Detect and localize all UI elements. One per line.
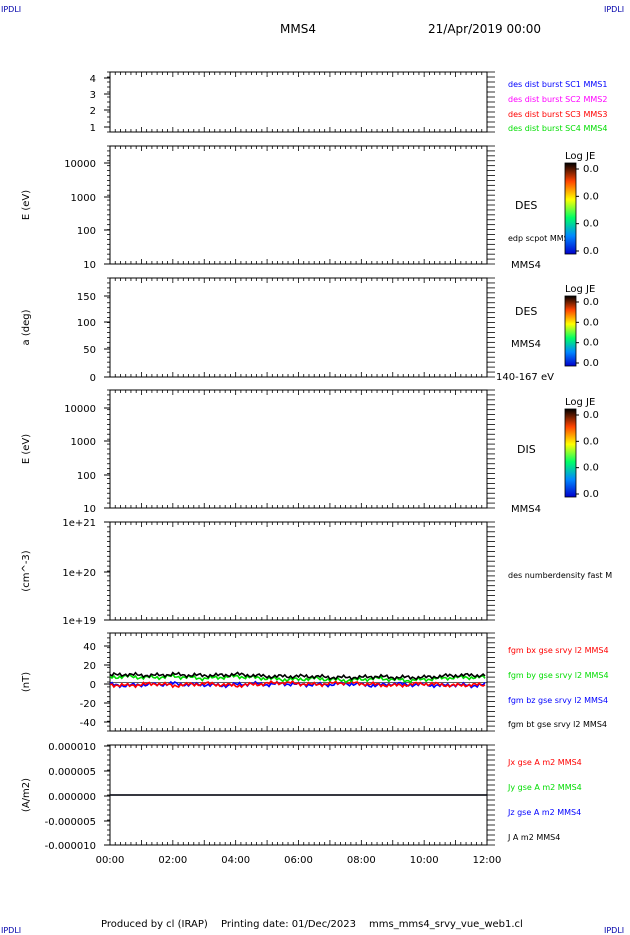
y-axis-label: (A/m2) (21, 778, 32, 812)
y-tick-label: 1 (90, 123, 96, 134)
y-axis-label: (cm^-3) (21, 550, 32, 591)
legend-item: fgm bt gse srvy l2 MMS4 (508, 720, 607, 729)
y-tick-label: 40 (83, 642, 96, 653)
legend-item: des numberdensity fast M (508, 571, 612, 580)
footer-filename: mms_mms4_srvy_vue_web1.cl (369, 919, 523, 930)
colorbar-tick-label: 0.0 (583, 191, 599, 202)
panel-frame (109, 389, 488, 509)
footer-printing-date: Printing date: 01/Dec/2023 (221, 919, 357, 930)
colorbar-tick-label: 0.0 (583, 358, 599, 369)
y-axis-label: E (eV) (21, 434, 32, 464)
legend-item: des dist burst SC4 MMS4 (508, 124, 607, 133)
y-tick-label: 1e+19 (62, 616, 96, 627)
y-tick-label: 10 (83, 504, 96, 515)
y-tick-label: 4 (90, 74, 96, 85)
panel-frame (109, 145, 488, 265)
x-tick-label: 12:00 (473, 855, 502, 866)
y-tick-label: 3 (90, 90, 96, 101)
colorbar-tick-label: 0.0 (583, 489, 599, 500)
y-tick-label: 0 (90, 373, 96, 384)
legend-item: Jz gse A m2 MMS4 (507, 808, 581, 817)
x-tick-label: 08:00 (347, 855, 376, 866)
legend-item: J A m2 MMS4 (507, 833, 560, 842)
series-line (109, 671, 486, 681)
series-line (109, 679, 486, 689)
legend-item: fgm by gse srvy l2 MMS4 (508, 671, 609, 680)
colorbar-tick-label: 0.0 (583, 410, 599, 421)
corner-mark-bottom-left: IPDLI (1, 926, 22, 935)
colorbar-title: Log JE (565, 397, 595, 408)
corner-mark-top-right: IPDLI (604, 5, 625, 14)
panel-side-label: MMS4 (511, 339, 541, 350)
colorbar (564, 162, 577, 255)
y-tick-label: -40 (80, 718, 96, 729)
y-tick-label: 100 (77, 471, 96, 482)
y-tick-label: 100 (77, 226, 96, 237)
legend-item: des dist burst SC1 MMS1 (508, 80, 607, 89)
colorbar-tick-label: 0.0 (583, 164, 599, 175)
corner-mark-top-left: IPDLI (1, 5, 22, 14)
panel-frame (109, 521, 488, 621)
x-tick-label: 02:00 (158, 855, 187, 866)
panel-side-label: MMS4 (511, 260, 541, 271)
legend-item: fgm bz gse srvy l2 MMS4 (508, 696, 608, 705)
colorbar-title: Log JE (565, 151, 595, 162)
y-axis-label: (nT) (21, 672, 32, 692)
corner-mark-bottom-right: IPDLI (604, 926, 625, 935)
colorbar-tick-label: 0.0 (583, 246, 599, 257)
x-tick-label: 06:00 (284, 855, 313, 866)
y-tick-label: 0.000010 (48, 742, 96, 753)
series-line (109, 673, 486, 684)
datetime-title: 21/Apr/2019 00:00 (428, 22, 542, 36)
y-tick-label: 50 (83, 345, 96, 356)
colorbar-tick-label: 0.0 (583, 297, 599, 308)
legend-item: des dist burst SC3 MMS3 (508, 110, 607, 119)
y-tick-label: -0.000010 (45, 841, 96, 852)
colorbar (564, 408, 577, 498)
legend-item: fgm bx gse srvy l2 MMS4 (508, 646, 609, 655)
y-tick-label: -0.000005 (45, 817, 96, 828)
y-tick-label: 10 (83, 260, 96, 271)
y-tick-label: 10000 (64, 159, 96, 170)
y-axis-label: a (deg) (21, 309, 32, 345)
y-tick-label: 150 (77, 292, 96, 303)
panel-side-label: 140-167 eV (496, 372, 554, 383)
y-axis-label: E (eV) (21, 190, 32, 220)
legend-item: Jx gse A m2 MMS4 (507, 758, 582, 767)
y-tick-label: 1e+21 (62, 518, 96, 529)
y-tick-label: 20 (83, 661, 96, 672)
x-tick-label: 00:00 (96, 855, 125, 866)
panel-side-label: DIS (517, 443, 536, 456)
y-tick-label: 0 (90, 680, 96, 691)
y-tick-label: 0.000000 (48, 792, 96, 803)
y-tick-label: -20 (80, 699, 96, 710)
colorbar-tick-label: 0.0 (583, 436, 599, 447)
y-tick-label: 1e+20 (62, 568, 96, 579)
y-tick-label: 2 (90, 106, 96, 117)
colorbar-tick-label: 0.0 (583, 463, 599, 474)
y-tick-label: 1000 (71, 437, 96, 448)
panel-frame (109, 71, 488, 133)
y-tick-label: 0.000005 (48, 767, 96, 778)
footer-produced-by: Produced by cl (IRAP) (101, 919, 208, 930)
panel-side-label: edp scpot MMS4 (508, 234, 574, 243)
spacecraft-title: MMS4 (280, 22, 316, 36)
y-tick-label: 10000 (64, 404, 96, 415)
colorbar-tick-label: 0.0 (583, 219, 599, 230)
y-tick-label: 1000 (71, 193, 96, 204)
legend-item: Jy gse A m2 MMS4 (507, 783, 582, 792)
legend-item: des dist burst SC2 MMS2 (508, 95, 607, 104)
colorbar (564, 295, 577, 367)
x-tick-label: 10:00 (410, 855, 439, 866)
panel-frame (109, 277, 488, 378)
colorbar-tick-label: 0.0 (583, 317, 599, 328)
panel-side-label: MMS4 (511, 504, 541, 515)
colorbar-title: Log JE (565, 284, 595, 295)
colorbar-tick-label: 0.0 (583, 338, 599, 349)
y-tick-label: 100 (77, 318, 96, 329)
panel-side-label: DES (515, 305, 537, 318)
panel-side-label: DES (515, 199, 537, 212)
x-tick-label: 04:00 (221, 855, 250, 866)
